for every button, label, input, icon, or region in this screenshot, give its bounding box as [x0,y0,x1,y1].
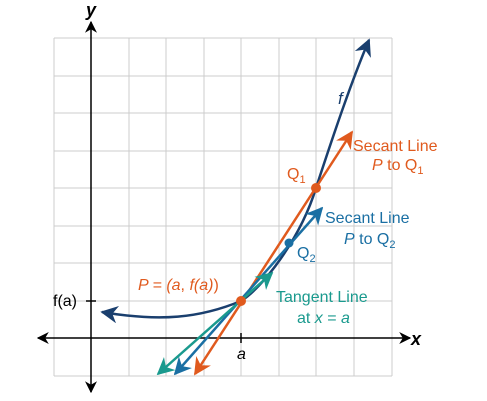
y-axis-label: y [85,0,97,20]
tangent-label-line1: Tangent Line [276,289,368,306]
point-q2-label: Q2 [297,245,316,265]
x-axis-label: x [410,329,422,349]
point-q1 [311,183,321,193]
secant-q2-label-line1: Secant Line [325,210,410,227]
secant-q1-label-line1: Secant Line [353,138,438,155]
function-curve [100,38,371,324]
function-label: f [338,89,345,108]
point-p [236,296,246,306]
secant-q1-label-line2: P to Q1 [372,157,423,177]
tangent-label-line2: at x = a [297,310,350,327]
point-q2 [284,238,294,248]
point-p-label: P = (a, f(a)) [138,277,219,294]
secant-q2-label-line2: P to Q2 [344,231,395,251]
x-tick-label-a: a [237,346,246,363]
tangent-line [156,271,274,376]
point-q1-label: Q1 [287,166,306,186]
y-tick-label-fa: f(a) [53,293,77,310]
